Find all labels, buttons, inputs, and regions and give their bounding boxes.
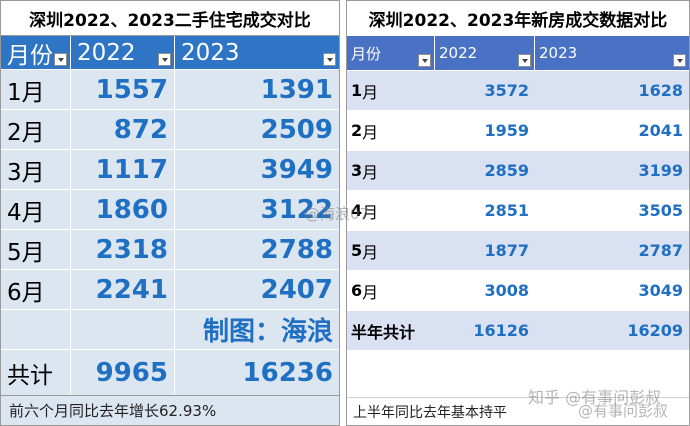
filter-dropdown-icon[interactable] <box>158 53 171 66</box>
right-header-2022[interactable]: 2022 <box>435 36 535 70</box>
total-label[interactable]: 共计 <box>1 350 71 395</box>
total-label[interactable]: 半年共计 <box>351 322 416 342</box>
filter-dropdown-icon[interactable] <box>418 54 431 67</box>
month-cell[interactable]: 4月 <box>1 190 71 229</box>
value-2022-cell[interactable]: 3572 <box>484 81 529 100</box>
value-2023-cell[interactable]: 2407 <box>260 274 333 305</box>
value-2023-cell[interactable]: 3949 <box>260 154 333 185</box>
empty-row <box>347 350 689 397</box>
filter-dropdown-icon[interactable] <box>518 54 531 67</box>
chart-credit[interactable]: 制图：海浪 <box>202 317 333 347</box>
right-header-row: 月份 2022 2023 <box>347 36 689 70</box>
left-header-month[interactable]: 月份 <box>1 36 71 69</box>
left-header-row: 月份 2022 2023 <box>1 36 339 69</box>
left-table-footer: 前六个月同比去年增长62.93% <box>1 395 339 425</box>
watermark-bottom-right: 知乎 @有事问彭叔 <box>528 388 662 407</box>
value-2023-cell[interactable]: 2787 <box>638 241 683 260</box>
empty-cell[interactable] <box>435 351 535 397</box>
table-row: 4月 1860 3122 <box>1 189 339 229</box>
empty-cell[interactable] <box>347 351 435 397</box>
value-2023-cell[interactable]: 2788 <box>260 234 333 265</box>
month-cell[interactable]: 5月 <box>1 230 71 269</box>
month-cell[interactable]: 1月 <box>1 70 71 109</box>
value-2023-cell[interactable]: 3199 <box>638 161 683 180</box>
value-2022-cell[interactable]: 2241 <box>71 270 175 309</box>
filter-dropdown-icon[interactable] <box>54 53 67 66</box>
value-2022-cell[interactable]: 2318 <box>71 230 175 269</box>
value-2023-cell[interactable]: 3122 <box>260 194 333 225</box>
value-2022-cell[interactable]: 1959 <box>484 121 529 140</box>
value-2023-cell[interactable]: 2041 <box>638 121 683 140</box>
table-row: 3月 1117 3949 <box>1 149 339 189</box>
watermark-bottom-right-2: @有事问彭叔 <box>578 402 669 420</box>
value-2022-cell[interactable]: 1877 <box>484 241 529 260</box>
empty-cell[interactable] <box>71 310 175 349</box>
value-2022-cell[interactable]: 2851 <box>484 201 529 220</box>
month-cell[interactable]: 2月 <box>1 110 71 149</box>
month-cell[interactable]: 6月 <box>1 270 71 309</box>
month-cell[interactable]: 3月 <box>1 150 71 189</box>
left-header-2023[interactable]: 2023 <box>175 36 339 69</box>
value-2022-cell[interactable]: 3008 <box>484 281 529 300</box>
value-2022-cell[interactable]: 1557 <box>71 70 175 109</box>
filter-dropdown-icon[interactable] <box>673 54 686 67</box>
empty-cell[interactable] <box>1 310 71 349</box>
value-2023-cell[interactable]: 2509 <box>260 114 333 145</box>
secondhand-housing-table: 深圳2022、2023二手住宅成交对比 月份 2022 2023 1月 1557… <box>0 0 340 426</box>
total-2022-cell[interactable]: 16126 <box>473 321 529 340</box>
table-row: 1月 1557 1391 <box>1 69 339 109</box>
value-2023-cell[interactable]: 3505 <box>638 201 683 220</box>
table-row: 2月 872 2509 <box>1 109 339 149</box>
right-header-month[interactable]: 月份 <box>347 36 435 70</box>
value-2023-cell[interactable]: 1628 <box>638 81 683 100</box>
value-2022-cell[interactable]: 1117 <box>71 150 175 189</box>
left-header-2022[interactable]: 2022 <box>71 36 175 69</box>
total-2022-cell[interactable]: 9965 <box>71 350 175 395</box>
value-2022-cell[interactable]: 2859 <box>484 161 529 180</box>
total-2023-cell[interactable]: 16209 <box>627 321 683 340</box>
watermark-center: @海浪07 <box>305 205 370 223</box>
left-table-title: 深圳2022、2023二手住宅成交对比 <box>1 1 339 36</box>
table-row: 6月 2241 2407 <box>1 269 339 309</box>
total-row: 半年共计 16126 16209 <box>347 310 689 350</box>
right-table-footer: 上半年同比去年基本持平 <box>347 397 689 425</box>
right-header-2023[interactable]: 2023 <box>535 36 689 70</box>
value-2023-cell[interactable]: 3049 <box>638 281 683 300</box>
value-2022-cell[interactable]: 1860 <box>71 190 175 229</box>
table-row: 5月 2318 2788 <box>1 229 339 269</box>
value-2022-cell[interactable]: 872 <box>71 110 175 149</box>
credit-row: 制图：海浪 <box>1 309 339 349</box>
right-table-title: 深圳2022、2023年新房成交数据对比 <box>368 11 668 31</box>
value-2023-cell[interactable]: 1391 <box>260 74 333 105</box>
filter-dropdown-icon[interactable] <box>323 53 336 66</box>
total-2023-cell[interactable]: 16236 <box>242 357 333 388</box>
total-row: 共计 9965 16236 <box>1 349 339 395</box>
